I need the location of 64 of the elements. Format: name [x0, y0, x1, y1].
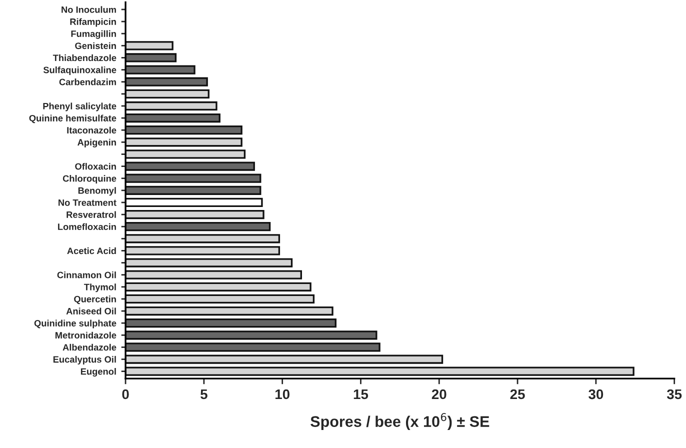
- y-tick-label: Eugenol: [80, 368, 116, 377]
- y-tick-label: Albendazole: [62, 344, 116, 351]
- y-tick-label: Cinnamon Oil: [57, 272, 116, 278]
- bar: [126, 113, 220, 123]
- y-tick-label: Resveratrol: [66, 211, 116, 218]
- y-tick-label: No Inoculum: [62, 6, 116, 13]
- bar: [126, 77, 208, 86]
- x-axis-title: Spores / bee (x 10$^{6}$) ± SE: [310, 413, 490, 430]
- bar: [126, 306, 334, 316]
- x-tick-label: 15: [354, 389, 368, 400]
- x-tick-label: 10: [275, 389, 290, 400]
- y-tick-label: Quercetin: [74, 296, 116, 304]
- y-tick-label: Benomyl: [78, 187, 116, 196]
- bar: [126, 270, 302, 280]
- y-tick-label: Quinine hemisulfate: [29, 114, 116, 124]
- bar: [126, 234, 280, 244]
- y-tick-label: Quinidine sulphate: [34, 320, 116, 328]
- x-tick-label: 0: [122, 389, 129, 400]
- x-tick-label: 25: [510, 389, 525, 400]
- y-tick-label: Lomefloxacin: [58, 223, 116, 230]
- bar: [126, 186, 262, 195]
- x-tick-label: 5: [200, 389, 208, 400]
- y-tick-label: Chloroquine: [62, 175, 116, 184]
- y-tick-label: Rifampicin: [70, 18, 116, 27]
- bar: [126, 198, 263, 208]
- x-tick-label: 20: [432, 389, 446, 400]
- y-tick-label: Aniseed Oil: [66, 308, 116, 314]
- bar: [126, 101, 218, 111]
- bar: [126, 138, 242, 147]
- x-tick-label: 30: [588, 389, 604, 400]
- y-tick-label: Itaconazole: [67, 126, 116, 134]
- bar: [126, 342, 380, 352]
- x-tick-label: 35: [666, 389, 682, 400]
- y-tick-label: Ofloxacin: [75, 162, 116, 170]
- y-tick-label: Thymol: [84, 284, 116, 292]
- bar: [126, 174, 262, 183]
- bar: [126, 89, 210, 98]
- y-tick-label: Thiabendazole: [52, 54, 116, 62]
- y-tick-label: Acetic Acid: [67, 247, 116, 254]
- bar: [126, 222, 271, 232]
- y-tick-label: Fumagillin: [71, 30, 116, 39]
- bar: [126, 162, 255, 171]
- y-tick-label: Phenyl salicylate: [43, 102, 116, 112]
- bar: [126, 53, 177, 62]
- bar: [126, 210, 264, 220]
- bar: [126, 282, 312, 292]
- bar: [126, 366, 634, 376]
- bar: [126, 246, 280, 256]
- y-tick-label: Genistein: [75, 42, 116, 50]
- y-tick-label: Sulfaquinoxaline: [43, 66, 116, 76]
- bar: [126, 150, 246, 159]
- bar: [126, 318, 336, 328]
- bar: [126, 41, 174, 50]
- y-tick-label: Metronidazole: [56, 332, 116, 339]
- bar: [126, 258, 293, 268]
- bar: [126, 354, 444, 364]
- y-tick-label: Carbendazim: [59, 78, 116, 86]
- bar: [126, 294, 315, 304]
- y-tick-label: No Treatment: [58, 199, 116, 206]
- bar: [126, 330, 378, 340]
- bar: [126, 65, 196, 74]
- y-tick-label: Apigenin: [78, 138, 116, 148]
- bar: [126, 126, 242, 135]
- y-tick-label: Eucalyptus Oil: [53, 356, 116, 364]
